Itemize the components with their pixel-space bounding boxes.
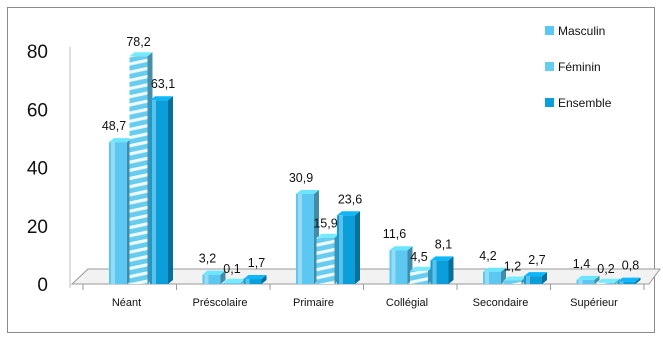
data-label: 3,2 <box>199 252 216 266</box>
x-tick-label: Collégial <box>386 297 428 309</box>
data-label: 11,6 <box>383 227 406 241</box>
data-label: 1,4 <box>573 257 590 271</box>
y-tick-label: 40 <box>27 159 48 180</box>
y-axis: 0 20 40 60 80 <box>27 42 71 296</box>
bar-3-0 <box>389 246 413 284</box>
bar-2-0 <box>296 190 319 284</box>
legend-item: Masculin <box>545 24 605 38</box>
bar-5-2 <box>617 277 641 284</box>
x-tick-label: Préscolaire <box>192 297 247 309</box>
bar-3-1 <box>410 266 433 284</box>
data-label: 4,2 <box>479 249 496 263</box>
x-tick-label: Néant <box>112 297 141 309</box>
x-tick-label: Primaire <box>293 297 334 309</box>
bar-5-0 <box>576 275 600 284</box>
data-label: 78,2 <box>126 35 150 49</box>
data-label: 4,5 <box>410 250 427 264</box>
bar-4-0 <box>483 267 506 284</box>
data-label: 8,1 <box>435 237 452 251</box>
data-label: 15,9 <box>313 217 337 231</box>
data-label: 2,7 <box>528 253 545 267</box>
bar-3-2 <box>430 256 454 284</box>
bar-0-1 <box>129 52 153 285</box>
x-axis: Néant Préscolaire Primaire Collégial Seconda… <box>82 284 645 309</box>
data-label: 48,7 <box>102 119 126 133</box>
legend-item: Féminin <box>545 60 601 74</box>
legend-swatch <box>545 26 554 35</box>
bar-2-1 <box>316 233 340 284</box>
data-label: 30,9 <box>289 171 313 185</box>
bar-5-1 <box>597 278 620 284</box>
legend-label: Ensemble <box>558 96 612 110</box>
y-tick-label: 20 <box>27 217 48 238</box>
legend-label: Féminin <box>558 60 601 74</box>
data-label: 0,8 <box>622 259 639 273</box>
legend-item: Ensemble <box>545 96 612 110</box>
legend: Masculin Féminin Ensemble <box>545 24 612 110</box>
bar-1-0 <box>202 270 226 284</box>
bar-2-2 <box>337 211 360 284</box>
x-tick-label: Secondaire <box>473 297 529 309</box>
y-tick-label: 0 <box>37 275 48 296</box>
legend-swatch <box>545 98 554 107</box>
data-label: 0,1 <box>223 262 240 276</box>
bar-0-0 <box>109 138 132 284</box>
bars <box>109 52 641 285</box>
data-label: 0,2 <box>597 262 614 276</box>
data-labels: 48,7 78,2 63,1 3,2 0,1 1,7 30,9 15,923,6 11,6 4,5… <box>102 35 639 276</box>
data-label: 63,1 <box>151 77 175 91</box>
data-label: 1,2 <box>504 260 521 274</box>
x-tick-label: Supérieur <box>570 297 618 309</box>
y-tick-label: 60 <box>27 100 48 121</box>
bar-1-2 <box>243 275 267 284</box>
bar-4-2 <box>524 272 547 284</box>
legend-swatch <box>545 62 554 71</box>
bar-0-2 <box>150 96 173 284</box>
data-label: 1,7 <box>248 256 265 270</box>
y-tick-label: 80 <box>27 42 48 63</box>
legend-label: Masculin <box>558 24 605 38</box>
data-label: 23,6 <box>338 192 362 206</box>
